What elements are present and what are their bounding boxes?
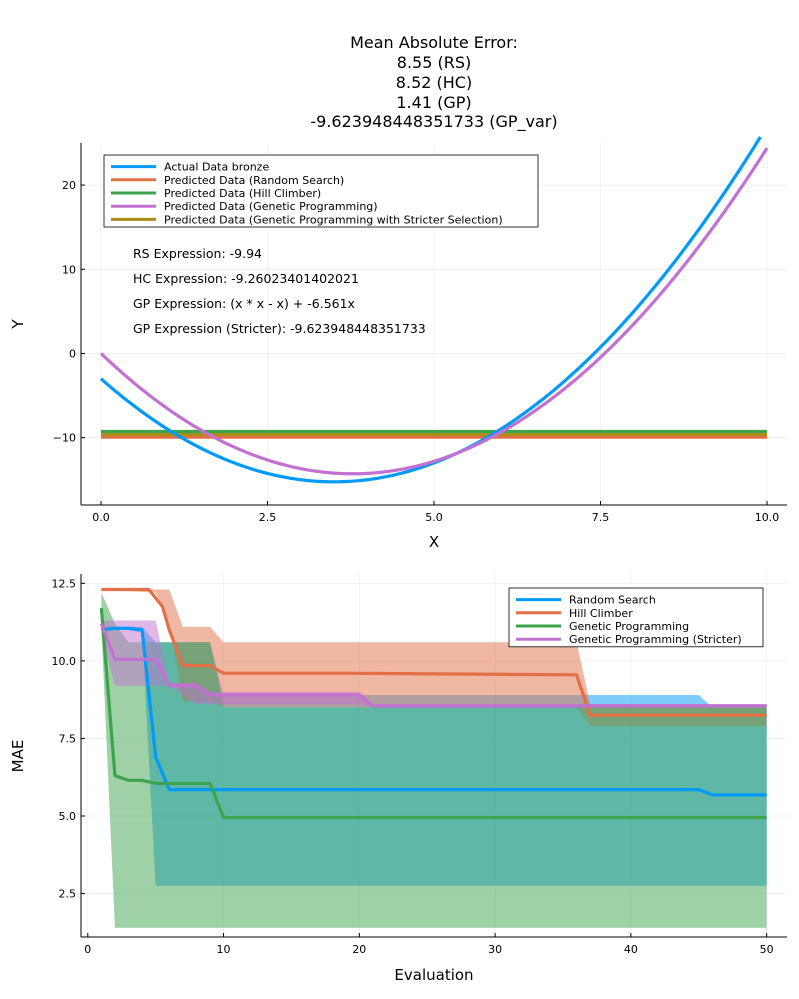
- y-tick-label: 2.5: [59, 888, 77, 901]
- plot-series: [99, 136, 769, 484]
- y-tick-label: 12.5: [52, 577, 77, 590]
- x-tick-label: 0: [84, 943, 91, 956]
- x-tick-label: 0.0: [92, 511, 110, 524]
- legend-label-genetic-programming: Genetic Programming: [569, 620, 689, 633]
- legend-label-predicted-data-random-search: Predicted Data (Random Search): [164, 174, 344, 187]
- x-tick-label: 5.0: [425, 511, 443, 524]
- y-tick-label: 10.0: [52, 655, 77, 668]
- axes: 0.0 2.5 5.0 7.5 10.0 −10 0 10 20: [53, 143, 787, 524]
- x-tick-label: 7.5: [592, 511, 610, 524]
- legend-label-hill-climber: Hill Climber: [569, 607, 633, 620]
- title-line-3: 8.52 (HC): [396, 73, 472, 92]
- series-line-genetic-programming-stricter: [99, 623, 767, 708]
- legend-label-predicted-data-genetic-programming: Predicted Data (Genetic Programming): [164, 200, 378, 213]
- x-tick-label: 30: [488, 943, 502, 956]
- legend-label-genetic-programming-stricter: Genetic Programming (Stricter): [569, 633, 742, 646]
- series-line-hill-climber: [101, 587, 767, 717]
- title-line-4: 1.41 (GP): [396, 93, 471, 112]
- y-axis-label: MAE: [9, 740, 27, 773]
- legend-label-random-search: Random Search: [569, 594, 656, 607]
- confidence-bands: [101, 589, 767, 928]
- x-tick-label: 2.5: [259, 511, 277, 524]
- series-line-actual-data-bronze: [99, 136, 762, 484]
- title-line-1: Mean Absolute Error:: [350, 33, 518, 52]
- annotation-gp: GP Expression: (x * x - x) + -6.561x: [133, 296, 355, 311]
- title-line-5: -9.623948448351733 (GP_var): [310, 112, 557, 132]
- plot-series: [99, 587, 767, 820]
- legend-label-predicted-data-genetic-programming-with-stricter-selection: Predicted Data (Genetic Programming with…: [164, 213, 503, 226]
- annotation-rs: RS Expression: -9.94: [133, 246, 262, 261]
- series-line-random-search: [101, 626, 767, 797]
- annotation-gp-stricter: GP Expression (Stricter): -9.62394844835…: [133, 321, 426, 336]
- x-tick-label: 50: [760, 943, 774, 956]
- series-line-genetic-programming: [99, 608, 767, 820]
- y-tick-label: 20: [62, 179, 76, 192]
- expression-annotations: RS Expression: -9.94 HC Expression: -9.2…: [133, 246, 426, 336]
- series-line-predicted-data-genetic-programming: [99, 147, 769, 476]
- bottom-chart: 0 10 20 30 40 50 2.5 5.0 7.5 10.0 12.5 Random Sear…: [9, 574, 787, 984]
- chart-title: Mean Absolute Error: 8.55 (RS) 8.52 (HC)…: [310, 33, 557, 132]
- y-axis-label: Y: [9, 319, 27, 330]
- y-tick-label: 5.0: [59, 810, 77, 823]
- legend-label-predicted-data-hill-climber: Predicted Data (Hill Climber): [164, 187, 321, 200]
- title-line-2: 8.55 (RS): [397, 53, 471, 72]
- band-genetic-programming: [101, 592, 767, 928]
- x-tick-label: 40: [624, 943, 638, 956]
- legend-label-actual-data-bronze: Actual Data bronze: [164, 161, 269, 174]
- y-tick-label: 0: [69, 347, 76, 360]
- top-chart: Mean Absolute Error: 8.55 (RS) 8.52 (HC)…: [9, 33, 787, 551]
- axes: 0 10 20 30 40 50 2.5 5.0 7.5 10.0 12.5: [52, 574, 787, 956]
- annotation-hc: HC Expression: -9.26023401402021: [133, 271, 359, 286]
- y-tick-label: 7.5: [59, 732, 77, 745]
- x-tick-label: 20: [352, 943, 366, 956]
- y-tick-label: −10: [53, 432, 76, 445]
- x-axis-label: X: [429, 533, 439, 551]
- x-tick-label: 10: [217, 943, 231, 956]
- y-tick-label: 10: [62, 263, 76, 276]
- legend-box: [508, 587, 764, 648]
- x-axis-label: Evaluation: [394, 966, 473, 984]
- x-tick-label: 10.0: [755, 511, 780, 524]
- legend-box: [103, 154, 539, 228]
